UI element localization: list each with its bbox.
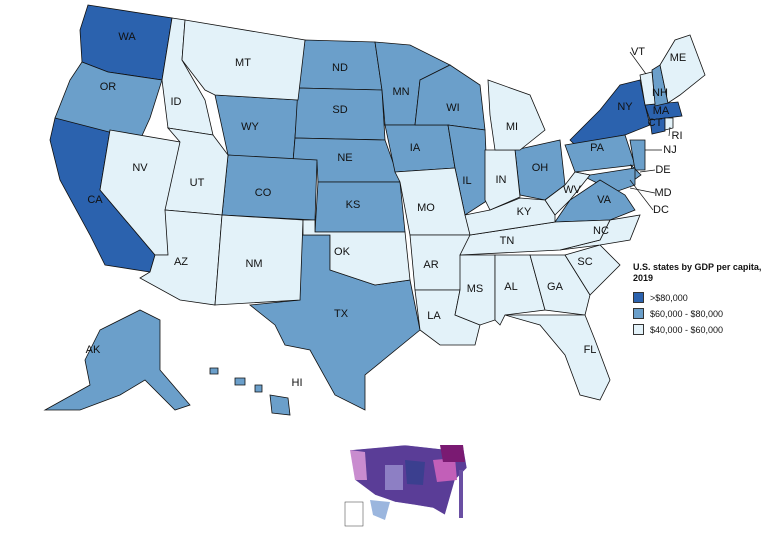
state-label: OR [100, 81, 117, 93]
state-label: TX [334, 308, 349, 320]
state-label: NY [617, 101, 633, 113]
state-label: ND [332, 62, 348, 74]
state-label: PA [590, 142, 605, 154]
legend-label: $60,000 - $80,000 [650, 308, 724, 319]
state-label: IA [410, 142, 421, 154]
state-label: MN [392, 86, 409, 98]
leader-line [629, 179, 654, 211]
state-label: RI [672, 130, 683, 142]
legend-entry: $40,000 - $60,000 [633, 324, 773, 335]
state-label: NJ [663, 144, 676, 156]
state-shape [649, 117, 666, 135]
legend: U.S. states by GDP per capita, 2019 >$80… [633, 262, 773, 340]
state-label: KY [517, 206, 532, 218]
state-label: LA [427, 310, 441, 322]
state-label: IL [462, 175, 471, 187]
state-label: OK [334, 246, 351, 258]
state-label: DE [655, 164, 670, 176]
state-shape [629, 139, 646, 171]
state-label: IN [496, 174, 507, 186]
leader-line [629, 51, 647, 75]
state-label: UT [190, 177, 205, 189]
state-label: AL [504, 281, 517, 293]
state-shape [639, 71, 656, 106]
state-label: OH [532, 162, 549, 174]
legend-entry: $60,000 - $80,000 [633, 308, 773, 319]
state-label: AR [423, 259, 438, 271]
legend-label: $40,000 - $60,000 [650, 324, 724, 335]
state-shape [544, 171, 591, 216]
state-label: HI [292, 377, 303, 389]
state-label: KS [346, 199, 361, 211]
state-shape [487, 79, 546, 151]
state-shape [659, 34, 706, 104]
state-label: NM [245, 258, 262, 270]
state-label: TN [500, 235, 515, 247]
state-shape [529, 254, 591, 316]
state-label: SD [332, 104, 347, 116]
state-shape [43, 309, 191, 411]
state-shape [54, 61, 163, 141]
leader-line [639, 169, 656, 173]
state-label: VT [631, 46, 645, 58]
state-label: CO [255, 187, 272, 199]
state-shape [302, 219, 411, 286]
state-label: MA [653, 105, 670, 117]
state-label: FL [584, 344, 597, 356]
state-label: NH [652, 87, 668, 99]
state-shape [564, 244, 621, 296]
state-label: MO [417, 202, 435, 214]
leader-line [629, 187, 656, 194]
legend-swatch [633, 308, 644, 319]
state-shape [209, 367, 291, 416]
state-shape [447, 124, 489, 216]
state-label: SC [577, 256, 592, 268]
state-label: NV [132, 162, 148, 174]
state-shape [569, 79, 651, 146]
state-label: NC [593, 225, 609, 237]
state-label: MS [467, 283, 484, 295]
legend-title: U.S. states by GDP per capita, 2019 [633, 262, 762, 283]
legend-swatch [633, 292, 644, 303]
state-label: CT [648, 117, 663, 129]
state-label: AK [86, 344, 101, 356]
state-shape [504, 314, 611, 401]
state-label: GA [547, 281, 564, 293]
legend-label: >$80,000 [650, 292, 688, 303]
state-label: NE [337, 152, 352, 164]
state-label: MT [235, 57, 251, 69]
state-label: WA [118, 31, 136, 43]
inset-thumbnail [344, 444, 468, 527]
legend-swatch [633, 324, 644, 335]
state-shape [664, 117, 674, 131]
states [43, 4, 706, 416]
state-label: WI [446, 102, 459, 114]
state-label: CA [87, 194, 103, 206]
state-label: VA [597, 194, 612, 206]
state-shape [181, 19, 306, 101]
state-label: AZ [174, 256, 188, 268]
state-label: ID [171, 96, 182, 108]
state-shape [214, 214, 304, 306]
state-label: WY [241, 121, 259, 133]
state-label: WV [563, 184, 581, 196]
legend-entry: >$80,000 [633, 292, 773, 303]
leader-line [668, 126, 671, 137]
state-label: MD [654, 187, 671, 199]
state-label: DC [653, 204, 669, 216]
state-label: MI [506, 121, 518, 133]
state-label: ME [670, 52, 687, 64]
